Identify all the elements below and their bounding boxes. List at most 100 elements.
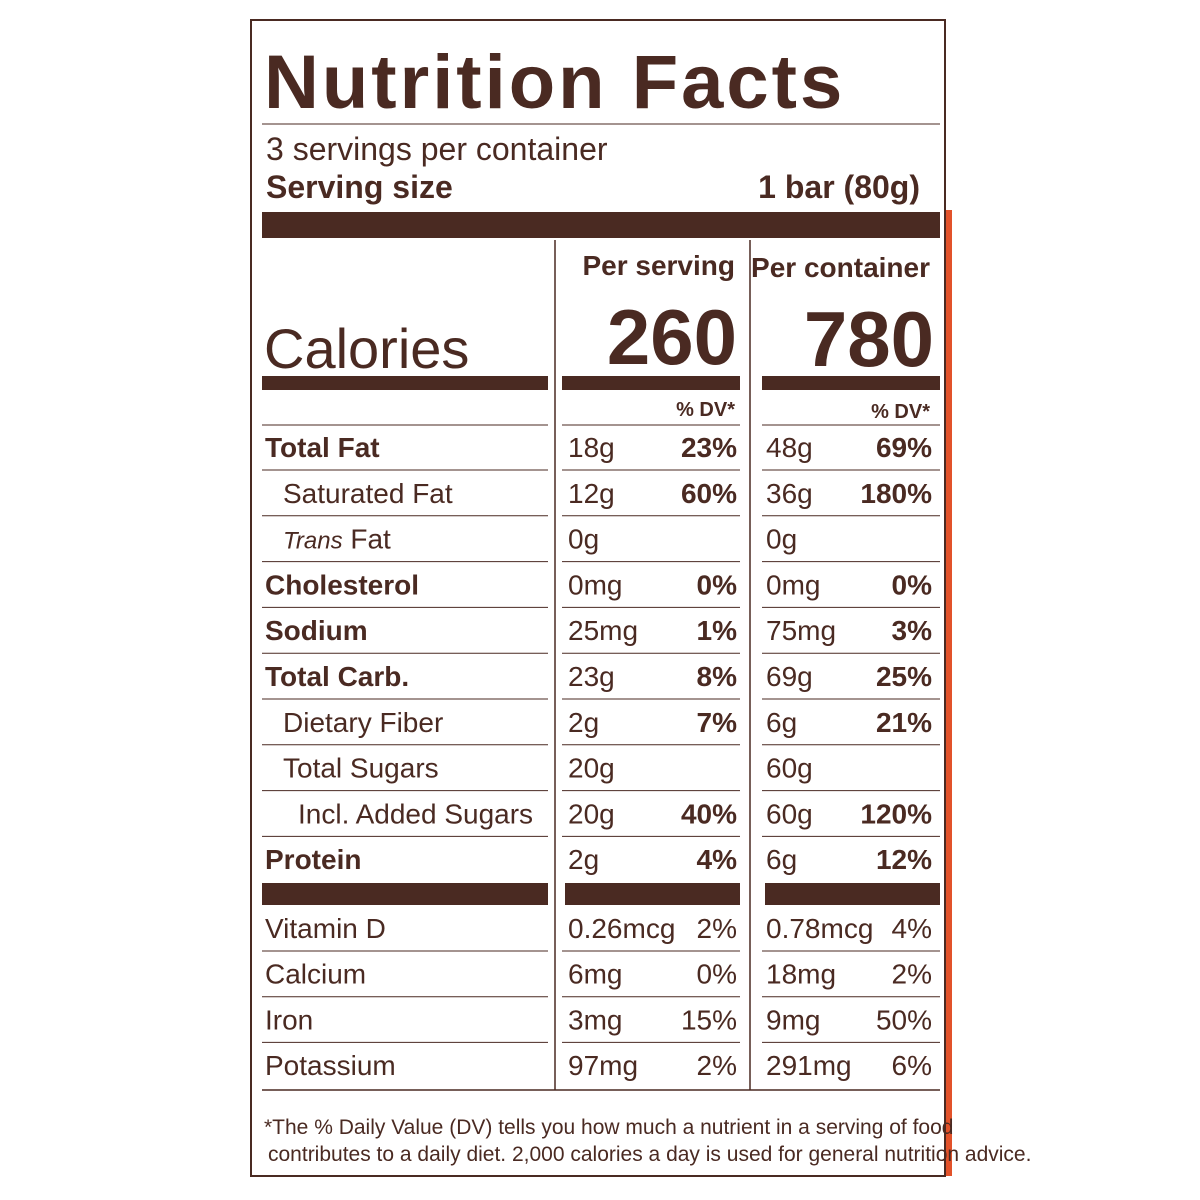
- serving-amount: 97mg: [568, 1050, 638, 1081]
- serving-amount: 20g: [568, 753, 615, 784]
- nutrient-name: Total Fat: [265, 432, 380, 463]
- nutrient-name: Total Carb.: [265, 661, 409, 692]
- nutrient-name-text: Incl. Added Sugars: [298, 798, 533, 829]
- nutrient-name: Cholesterol: [265, 569, 419, 600]
- container-dv: 0%: [892, 569, 933, 600]
- container-amount: 60g: [766, 798, 813, 829]
- container-dv: 2%: [892, 959, 932, 990]
- container-amount: 36g: [766, 478, 813, 509]
- column-header: Per serving: [582, 250, 735, 281]
- thick-bar: [765, 883, 940, 905]
- servings: 3 servings per container: [266, 131, 608, 167]
- nutrient-name: Dietary Fiber: [283, 707, 443, 738]
- footnote: *The % Daily Value (DV) tells you how mu…: [264, 1116, 953, 1139]
- container-amount: 60g: [766, 753, 813, 784]
- serving-amount: 0mg: [568, 569, 622, 600]
- serving-dv: 2%: [697, 1050, 737, 1081]
- title: Nutrition Facts: [264, 40, 845, 125]
- container-amount: 18mg: [766, 959, 836, 990]
- nutrient-name-italic: Trans: [283, 528, 343, 555]
- nutrient-name: Saturated Fat: [283, 478, 453, 509]
- nutrient-name-text: Total Sugars: [283, 753, 439, 784]
- nutrient-name-text: Calcium: [265, 959, 366, 990]
- container-dv: 25%: [876, 661, 932, 692]
- nutrient-name: Iron: [265, 1004, 313, 1035]
- calories-container: 780: [804, 295, 934, 383]
- serving-dv: 40%: [681, 798, 737, 829]
- serving-size-label: Serving size: [266, 169, 453, 205]
- serving-dv: 0%: [697, 959, 737, 990]
- column-header: Per container: [751, 252, 930, 283]
- serving-amount: 12g: [568, 478, 615, 509]
- container-amount: 75mg: [766, 615, 836, 646]
- container-dv: 3%: [892, 615, 933, 646]
- serving-dv: 7%: [697, 707, 738, 738]
- container-dv: 21%: [876, 707, 932, 738]
- calories-label: Calories: [264, 317, 469, 380]
- thick-bar: [762, 376, 940, 390]
- nutrient-name-text: Dietary Fiber: [283, 707, 443, 738]
- serving-size-value: 1 bar (80g): [758, 169, 920, 205]
- serving-amount: 23g: [568, 661, 615, 692]
- nutrient-name: Trans Fat: [283, 524, 391, 555]
- thick-bar: [565, 883, 740, 905]
- nutrient-name: Total Sugars: [283, 753, 439, 784]
- nutrient-name: Incl. Added Sugars: [298, 798, 533, 829]
- nutrient-name: Potassium: [265, 1050, 396, 1081]
- nutrient-name: Sodium: [265, 615, 368, 646]
- nutrient-name: Vitamin D: [265, 913, 386, 944]
- orange-edge: [944, 210, 952, 1176]
- nutrient-name-text: Total Fat: [265, 432, 380, 463]
- container-dv: 12%: [876, 844, 932, 875]
- thick-bar: [262, 883, 548, 905]
- dv-header: % DV*: [676, 399, 735, 421]
- nutrient-name: Calcium: [265, 959, 366, 990]
- serving-amount: 2g: [568, 707, 599, 738]
- nutrient-name-text: Cholesterol: [265, 569, 419, 600]
- container-amount: 291mg: [766, 1050, 852, 1081]
- serving-amount: 20g: [568, 798, 615, 829]
- container-amount: 6g: [766, 707, 797, 738]
- calories-serving: 260: [607, 293, 737, 381]
- serving-amount: 3mg: [568, 1004, 622, 1035]
- serving-dv: 1%: [697, 615, 738, 646]
- serving-dv: 2%: [697, 913, 737, 944]
- serving-amount: 25mg: [568, 615, 638, 646]
- container-dv: 69%: [876, 432, 932, 463]
- container-amount: 6g: [766, 844, 797, 875]
- container-dv: 50%: [876, 1004, 932, 1035]
- container-amount: 9mg: [766, 1004, 820, 1035]
- nutrient-name-text: Potassium: [265, 1050, 396, 1081]
- rows: Total Fat 18g 48g 23% 69% Saturated Fat 12g 36g…: [262, 424, 940, 1081]
- serving-amount: 2g: [568, 844, 599, 875]
- container-dv: 4%: [892, 913, 932, 944]
- nutrient-name-text: Fat: [350, 524, 391, 555]
- nutrient-name-text: Vitamin D: [265, 913, 386, 944]
- container-dv: 6%: [892, 1050, 932, 1081]
- nutrient-name-text: Protein: [265, 844, 361, 875]
- serving-dv: 0%: [697, 569, 738, 600]
- serving-amount: 0g: [568, 524, 599, 555]
- thick-bar: [262, 376, 548, 390]
- thick-bar: [562, 376, 740, 390]
- serving-amount: 18g: [568, 432, 615, 463]
- nutrient-name-text: Total Carb.: [265, 661, 409, 692]
- nutrient-name-text: Saturated Fat: [283, 478, 453, 509]
- nutrient-name-text: Iron: [265, 1004, 313, 1035]
- serving-dv: 4%: [697, 844, 738, 875]
- container-amount: 69g: [766, 661, 813, 692]
- serving-dv: 23%: [681, 432, 737, 463]
- nutrient-name: Protein: [265, 844, 361, 875]
- container-amount: 48g: [766, 432, 813, 463]
- container-amount: 0.78mcg: [766, 913, 873, 944]
- dv-header: % DV*: [871, 401, 930, 423]
- serving-dv: 60%: [681, 478, 737, 509]
- container-dv: 120%: [860, 798, 932, 829]
- container-amount: 0mg: [766, 569, 820, 600]
- serving-amount: 6mg: [568, 959, 622, 990]
- serving-dv: 8%: [697, 661, 738, 692]
- nutrient-name-text: Sodium: [265, 615, 368, 646]
- container-amount: 0g: [766, 524, 797, 555]
